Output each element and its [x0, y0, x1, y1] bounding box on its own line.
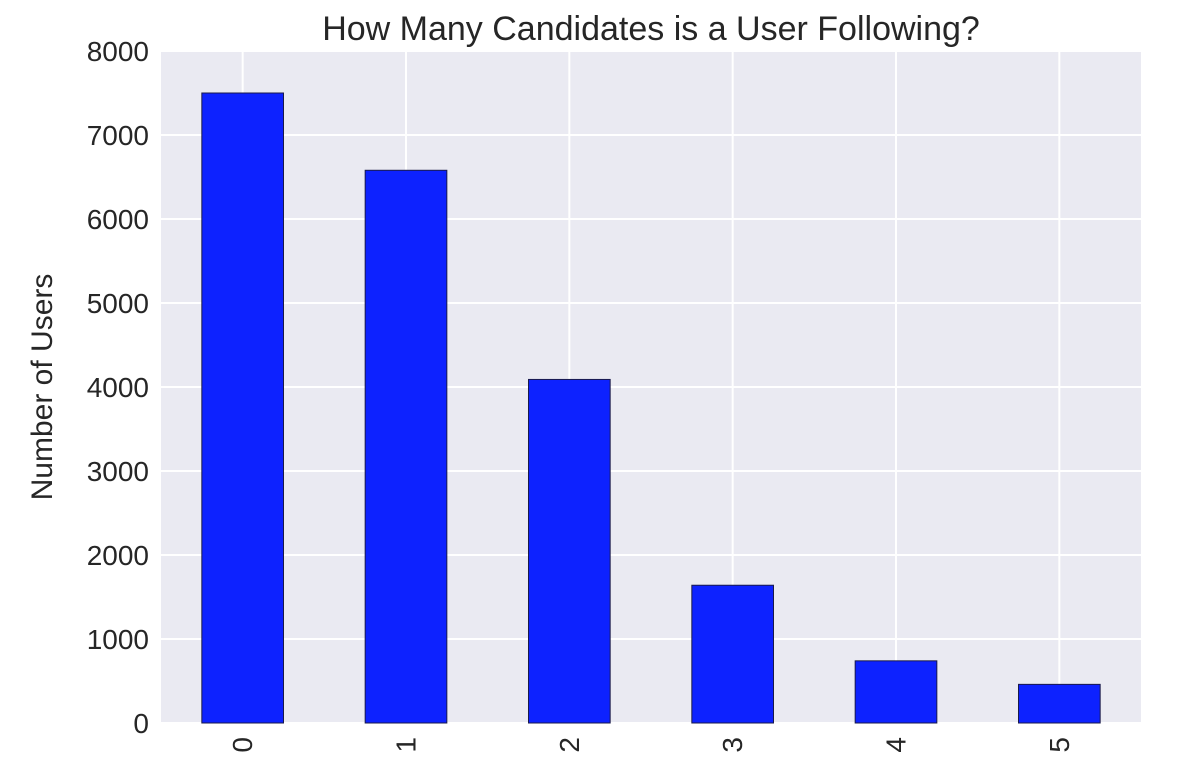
x-tick-label: 3	[717, 737, 748, 753]
y-tick-label: 0	[133, 708, 149, 739]
chart-title: How Many Candidates is a User Following?	[322, 10, 980, 48]
y-tick-label: 1000	[87, 624, 149, 655]
bar-0	[201, 92, 284, 724]
y-tick-label: 2000	[87, 540, 149, 571]
bars	[201, 92, 1101, 724]
bar-5	[1018, 683, 1101, 724]
x-tick-label: 5	[1044, 737, 1075, 753]
bar-3	[691, 584, 774, 724]
x-tick-label: 0	[227, 737, 258, 753]
y-tick-label: 3000	[87, 456, 149, 487]
y-tick-label: 6000	[87, 204, 149, 235]
y-tick-labels: 0 1000 2000 3000 4000 5000 6000 7000 8000	[87, 36, 149, 739]
y-axis-label: Number of Users	[26, 274, 59, 501]
x-tick-label: 1	[391, 737, 422, 753]
x-tick-label: 4	[881, 737, 912, 753]
bar-2	[528, 378, 611, 724]
y-tick-label: 7000	[87, 120, 149, 151]
bar-4	[854, 660, 938, 724]
x-tick-label: 2	[554, 737, 585, 753]
bar-1	[364, 169, 448, 724]
x-tick-labels: 0 1 2 3 4 5	[227, 737, 1075, 753]
y-tick-label: 8000	[87, 36, 149, 67]
y-tick-label: 4000	[87, 372, 149, 403]
y-tick-label: 5000	[87, 288, 149, 319]
